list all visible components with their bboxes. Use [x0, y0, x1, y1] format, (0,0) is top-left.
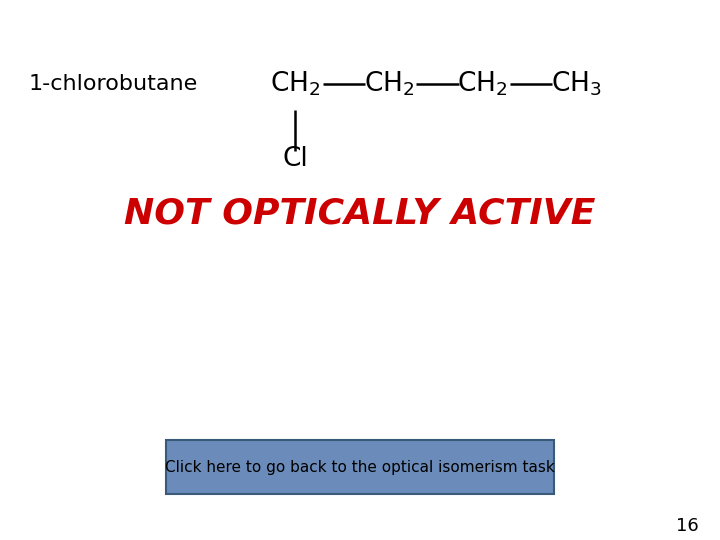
- Text: NOT OPTICALLY ACTIVE: NOT OPTICALLY ACTIVE: [125, 197, 595, 230]
- Text: Cl: Cl: [282, 146, 308, 172]
- Text: Click here to go back to the optical isomerism task: Click here to go back to the optical iso…: [165, 460, 555, 475]
- Text: 16: 16: [675, 517, 698, 535]
- Text: 1-chlorobutane: 1-chlorobutane: [29, 73, 198, 94]
- Text: CH$_2$: CH$_2$: [364, 70, 414, 98]
- Text: CH$_2$: CH$_2$: [270, 70, 320, 98]
- FancyBboxPatch shape: [166, 440, 554, 494]
- Text: CH$_2$: CH$_2$: [457, 70, 508, 98]
- Text: CH$_3$: CH$_3$: [551, 70, 601, 98]
